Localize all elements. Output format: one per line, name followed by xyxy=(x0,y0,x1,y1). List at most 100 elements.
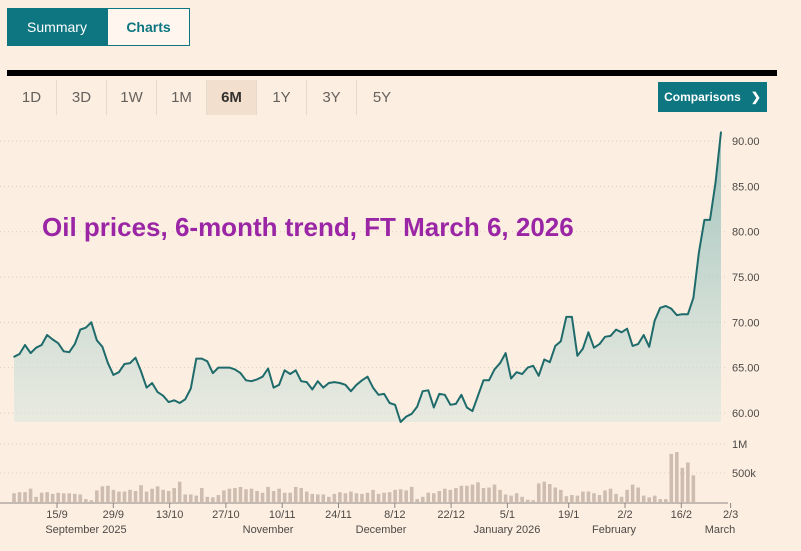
volume-bar xyxy=(310,493,315,502)
volume-bar xyxy=(371,489,375,502)
price-point xyxy=(532,365,535,367)
period-1d[interactable]: 1D xyxy=(7,80,57,115)
volume-bar xyxy=(586,491,591,502)
period-1m[interactable]: 1M xyxy=(157,80,207,115)
volume-bar xyxy=(222,490,226,502)
price-point xyxy=(189,387,192,390)
volume-bar xyxy=(205,496,210,502)
tab-charts[interactable]: Charts xyxy=(107,8,190,46)
period-1w[interactable]: 1W xyxy=(107,80,157,115)
volume-bar xyxy=(111,489,116,502)
volume-bar xyxy=(658,499,663,502)
view-tabs: Summary Charts xyxy=(7,8,190,48)
price-area xyxy=(14,132,721,422)
period-1y[interactable]: 1Y xyxy=(257,80,307,115)
period-6m[interactable]: 6M xyxy=(207,80,257,115)
volume-bar xyxy=(420,496,425,502)
price-tick-label: 80.00 xyxy=(732,227,760,239)
x-tick-label: 29/9 xyxy=(103,509,124,521)
volume-bar xyxy=(188,494,193,502)
volume-bar xyxy=(437,490,442,502)
price-point xyxy=(355,384,358,386)
volume-bar xyxy=(592,493,596,502)
month-label: March xyxy=(705,524,736,536)
price-point xyxy=(206,360,209,363)
price-tick-label: 60.00 xyxy=(732,408,760,420)
price-point xyxy=(560,340,562,343)
price-point xyxy=(118,371,120,373)
volume-bar xyxy=(34,496,38,502)
price-point xyxy=(416,405,419,408)
price-point xyxy=(24,344,26,346)
volume-bar xyxy=(608,488,613,502)
volume-bar xyxy=(581,491,585,502)
volume-bar xyxy=(161,489,165,502)
volume-bar xyxy=(630,484,635,502)
volume-bar xyxy=(227,488,232,502)
volume-bar xyxy=(431,493,436,502)
volume-bar xyxy=(271,490,276,502)
price-point xyxy=(250,380,253,383)
volume-bar xyxy=(17,492,22,502)
price-point xyxy=(46,334,48,336)
price-point xyxy=(421,390,424,392)
volume-bar xyxy=(454,488,458,502)
volume-bar xyxy=(393,489,397,502)
volume-bar xyxy=(465,485,469,502)
volume-bar xyxy=(360,493,364,502)
volume-bar xyxy=(28,488,33,502)
period-5y[interactable]: 5Y xyxy=(372,89,392,106)
price-point xyxy=(344,384,347,386)
period-3y[interactable]: 3Y xyxy=(307,80,357,115)
price-point xyxy=(504,352,507,354)
price-point xyxy=(653,319,656,322)
price-point xyxy=(676,314,678,316)
volume-bar xyxy=(238,486,243,502)
volume-bar xyxy=(67,493,72,502)
price-point xyxy=(350,390,352,392)
price-point xyxy=(593,346,595,349)
price-point xyxy=(366,375,369,378)
tab-summary[interactable]: Summary xyxy=(7,8,107,46)
volume-bar xyxy=(122,491,127,502)
volume-bar xyxy=(547,484,552,502)
price-point xyxy=(521,373,523,375)
volume-bar xyxy=(404,490,408,502)
price-point xyxy=(129,362,131,364)
price-point xyxy=(361,379,363,382)
price-point xyxy=(195,357,198,360)
price-point xyxy=(200,357,203,360)
volume-bar xyxy=(72,493,77,502)
volume-bar xyxy=(89,500,94,502)
period-3d[interactable]: 3D xyxy=(57,80,107,115)
price-point xyxy=(333,381,336,383)
comparisons-button[interactable]: Comparisons ❯ xyxy=(658,82,767,112)
price-point xyxy=(582,347,584,350)
volume-bar xyxy=(244,489,248,502)
volume-bar xyxy=(470,484,475,502)
price-point xyxy=(184,398,187,401)
x-tick-label: 19/1 xyxy=(558,509,579,521)
price-point xyxy=(565,316,568,318)
volume-bar xyxy=(128,489,132,502)
volume-bar xyxy=(509,495,513,502)
header-rule xyxy=(7,70,777,76)
price-point xyxy=(322,386,325,389)
volume-bar xyxy=(327,496,331,502)
price-point xyxy=(637,343,639,345)
x-tick-label: 2/3 xyxy=(723,509,738,521)
volume-bar xyxy=(200,488,204,502)
volume-bar xyxy=(559,489,563,502)
volume-bar xyxy=(61,493,66,502)
price-point xyxy=(482,379,485,382)
price-point xyxy=(13,355,15,358)
price-point xyxy=(388,402,391,404)
price-point xyxy=(289,373,291,375)
volume-bar xyxy=(150,488,154,502)
volume-bar xyxy=(498,489,502,502)
price-point xyxy=(256,378,258,381)
x-tick-label: 8/12 xyxy=(384,509,405,521)
price-point xyxy=(151,382,153,384)
volume-bar xyxy=(255,490,259,502)
price-point xyxy=(123,363,126,365)
